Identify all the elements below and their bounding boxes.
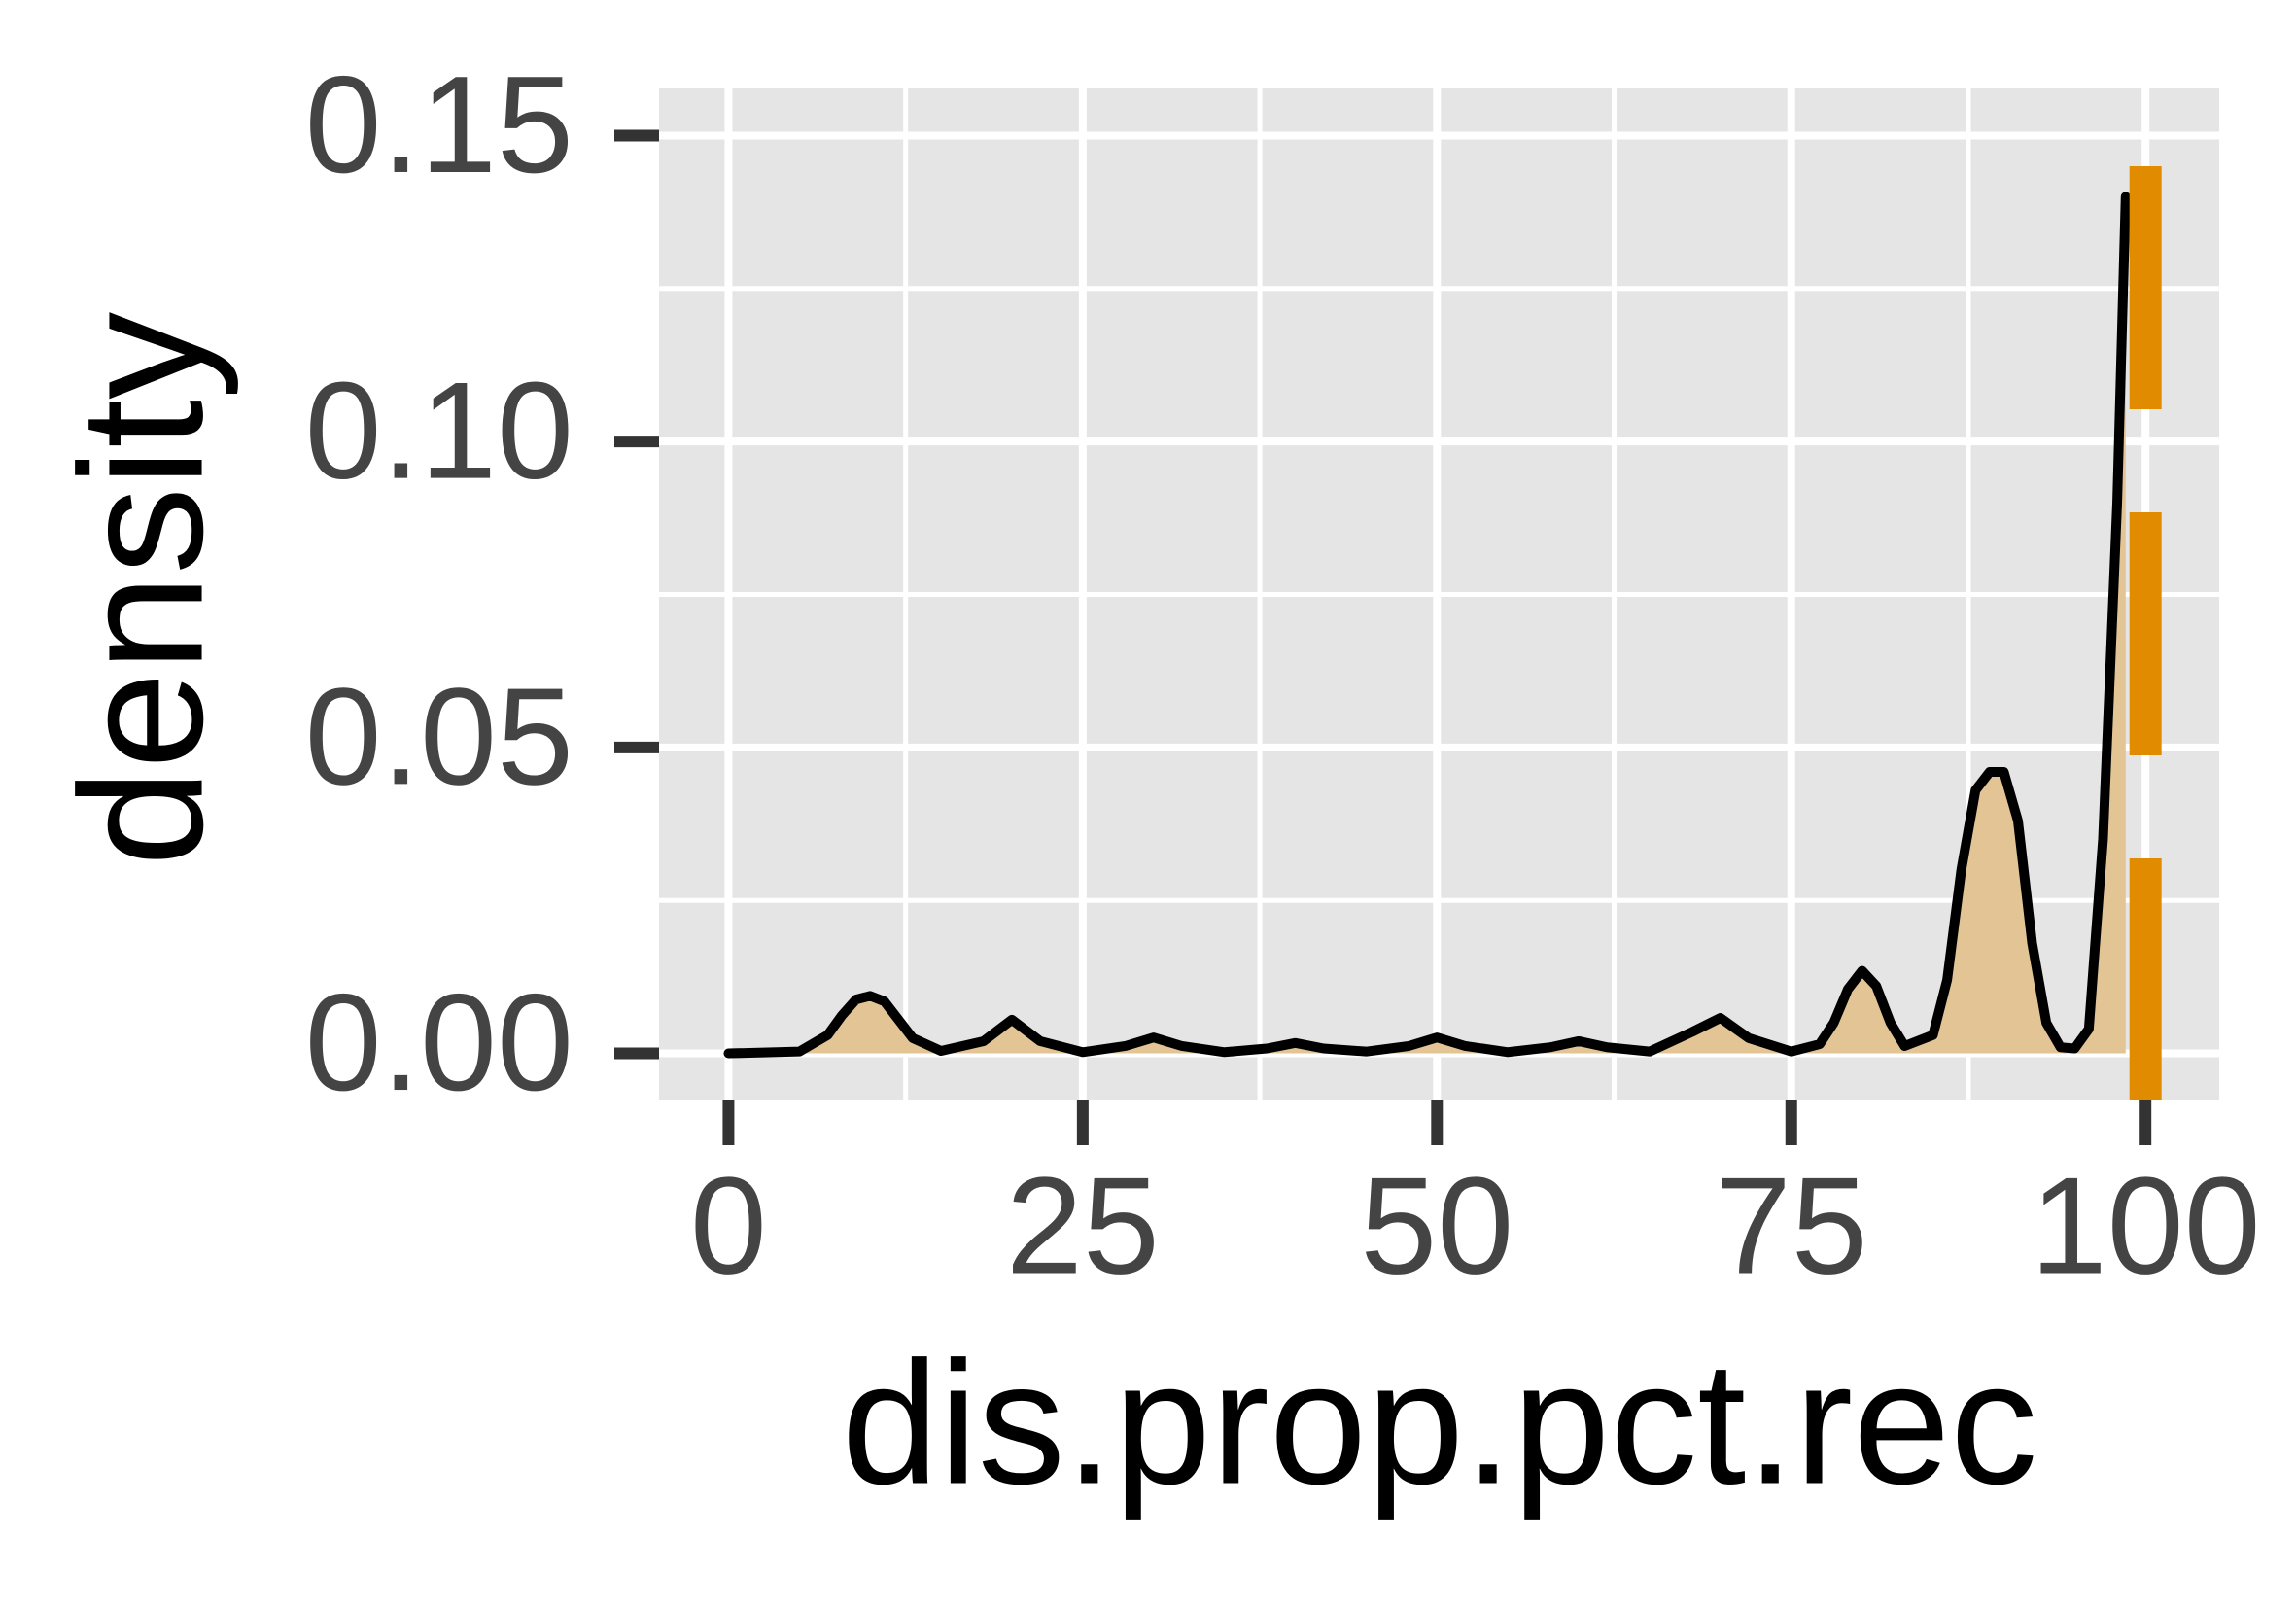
density-area bbox=[728, 196, 2126, 1054]
x-tick-label: 0 bbox=[690, 1149, 767, 1304]
y-axis-title: density bbox=[45, 312, 240, 866]
y-tick-label: 0.05 bbox=[305, 659, 574, 814]
x-tick-label: 25 bbox=[1006, 1149, 1160, 1304]
y-tick-label: 0.10 bbox=[305, 354, 574, 508]
y-tick-label: 0.15 bbox=[305, 48, 574, 202]
x-tick-label: 50 bbox=[1360, 1149, 1513, 1304]
y-tick-label: 0.00 bbox=[305, 965, 574, 1120]
x-axis-title: dis.prop.pct.rec bbox=[842, 1326, 2038, 1521]
x-tick-label: 100 bbox=[2031, 1149, 2261, 1304]
x-tick-label: 75 bbox=[1715, 1149, 1868, 1304]
density-line bbox=[723, 192, 2131, 1059]
